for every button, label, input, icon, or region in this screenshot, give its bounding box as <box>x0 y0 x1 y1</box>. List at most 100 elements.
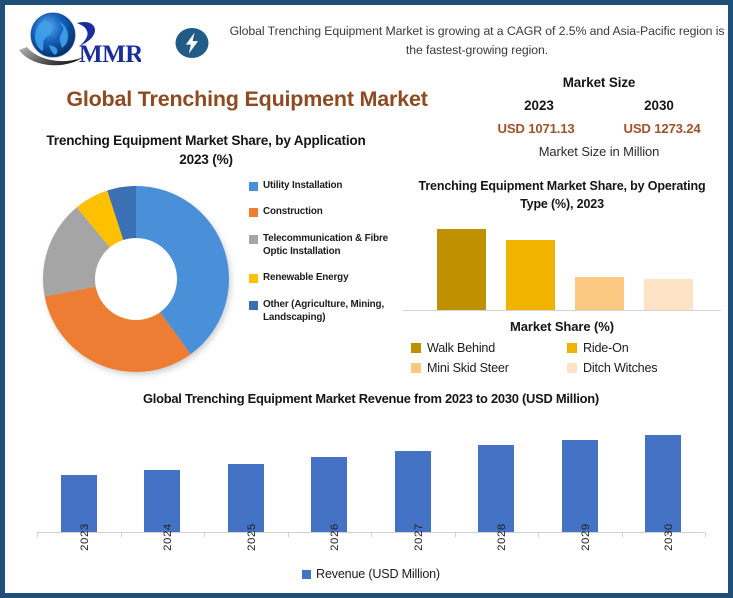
bar[interactable] <box>311 457 348 532</box>
x-tick-label: 2028 <box>496 523 509 551</box>
bar[interactable] <box>227 464 264 532</box>
legend-item[interactable]: Construction <box>249 205 395 218</box>
bar-column <box>288 419 372 532</box>
legend-label: Walk Behind <box>427 341 496 355</box>
revenue-forecast-chart: Global Trenching Equipment Market Revenu… <box>17 391 725 591</box>
legend-item[interactable]: Ditch Witches <box>567 361 723 375</box>
operating-type-plot <box>403 225 721 311</box>
x-tick-label: 2025 <box>245 523 258 551</box>
legend-swatch <box>567 363 577 373</box>
bar[interactable] <box>144 470 181 532</box>
market-size-values: USD 1071.13 USD 1273.24 <box>475 121 723 136</box>
donut-svg <box>42 186 230 372</box>
bar-column <box>121 419 205 532</box>
mmr-logo: MMR <box>13 9 141 71</box>
legend-item[interactable]: Renewable Energy <box>249 271 395 284</box>
axis-tick <box>454 533 456 537</box>
legend-swatch <box>567 343 577 353</box>
bar-column <box>204 419 288 532</box>
x-axis-line <box>403 310 721 311</box>
legend-swatch <box>249 208 258 218</box>
legend-label: Ride-On <box>583 341 629 355</box>
legend-item[interactable]: Other (Agriculture, Mining, Landscaping) <box>249 298 395 325</box>
logo-wordmark: MMR <box>79 41 141 68</box>
bar[interactable] <box>561 440 598 532</box>
legend-label: Other (Agriculture, Mining, Landscaping) <box>263 298 385 324</box>
donut-hole <box>95 238 177 320</box>
bar-column <box>455 419 539 532</box>
bar[interactable] <box>478 445 515 532</box>
legend-swatch <box>411 343 421 353</box>
chart-title: Trenching Equipment Market Share, by Ope… <box>418 179 706 212</box>
legend-item[interactable]: Utility Installation <box>249 179 395 192</box>
axis-tick <box>538 533 539 537</box>
bar[interactable] <box>60 475 97 532</box>
market-size-value: USD 1071.13 <box>497 121 575 136</box>
axis-tick <box>621 533 623 537</box>
market-size-year: 2023 <box>524 98 554 113</box>
legend-item[interactable]: Mini Skid Steer <box>411 361 567 375</box>
legend-label: Ditch Witches <box>583 361 658 375</box>
legend-label: Revenue (USD Million) <box>316 567 440 581</box>
legend-item[interactable]: Telecommunication & Fibre Optic Installa… <box>249 232 395 259</box>
x-axis-label: Market Share (%) <box>510 319 614 334</box>
legend-swatch <box>302 569 312 579</box>
market-size-unit-note: Market Size in Million <box>538 144 660 159</box>
x-tick-label: 2030 <box>663 523 676 551</box>
axis-tick <box>287 533 289 537</box>
lightning-bolt-badge <box>175 26 209 60</box>
legend-swatch <box>411 363 421 373</box>
x-tick-label: 2026 <box>329 523 342 551</box>
revenue-plot <box>37 419 706 537</box>
legend-swatch <box>249 300 258 310</box>
legend-item[interactable]: Walk Behind <box>411 341 567 355</box>
legend-label: Utility Installation <box>263 180 343 191</box>
bar[interactable] <box>645 435 682 532</box>
application-share-chart: Trenching Equipment Market Share, by App… <box>17 131 395 383</box>
lightning-bolt-icon <box>175 28 209 58</box>
legend-label: Renewable Energy <box>263 272 349 284</box>
legend-label: Mini Skid Steer <box>427 361 509 375</box>
axis-tick <box>37 533 38 537</box>
market-size-value: USD 1273.24 <box>623 121 701 136</box>
operating-type-bars <box>437 225 695 311</box>
revenue-legend[interactable]: Revenue (USD Million) <box>17 567 725 581</box>
legend-swatch <box>249 234 258 244</box>
bar[interactable] <box>394 451 431 532</box>
chart-title: Trenching Equipment Market Share, by App… <box>46 133 366 168</box>
legend-swatch <box>249 182 258 191</box>
bar[interactable] <box>506 240 555 311</box>
bar-column <box>371 419 455 532</box>
x-tick-label: 2029 <box>579 523 592 551</box>
x-tick-label: 2024 <box>162 523 175 551</box>
page-title: Global Trenching Equipment Market <box>66 87 428 111</box>
globe-logo-icon: MMR <box>19 12 141 68</box>
cagr-note: Global Trenching Equipment Market is gro… <box>229 24 725 58</box>
operating-type-legend: Walk Behind Ride-On Mini Skid Steer Ditc… <box>411 341 723 381</box>
x-axis-line <box>37 532 706 537</box>
chart-title: Global Trenching Equipment Market Revenu… <box>143 391 599 406</box>
market-size-years: 2023 2030 <box>475 98 723 113</box>
axis-tick <box>204 533 205 537</box>
market-size-heading: Market Size <box>562 75 636 90</box>
revenue-bars <box>37 419 705 532</box>
market-size-summary: Market Size 2023 2030 USD 1071.13 USD 12… <box>475 75 723 167</box>
bar[interactable] <box>644 278 693 311</box>
operating-type-share-chart: Trenching Equipment Market Share, by Ope… <box>401 177 723 385</box>
bar-column <box>37 419 121 532</box>
legend-label: Construction <box>263 206 323 218</box>
x-tick-label: 2023 <box>78 523 91 551</box>
bar[interactable] <box>575 276 624 311</box>
donut-legend: Utility Installation Construction Teleco… <box>249 179 395 338</box>
legend-swatch <box>249 274 258 284</box>
axis-tick <box>120 533 122 537</box>
axis-tick <box>705 533 706 537</box>
donut-slice[interactable] <box>136 186 230 355</box>
donut-chart-graphic <box>33 179 245 381</box>
legend-item[interactable]: Ride-On <box>567 341 723 355</box>
bar-column <box>622 419 706 532</box>
donut-slice[interactable] <box>44 279 191 372</box>
bar[interactable] <box>437 229 486 311</box>
x-tick-label: 2027 <box>412 523 425 551</box>
